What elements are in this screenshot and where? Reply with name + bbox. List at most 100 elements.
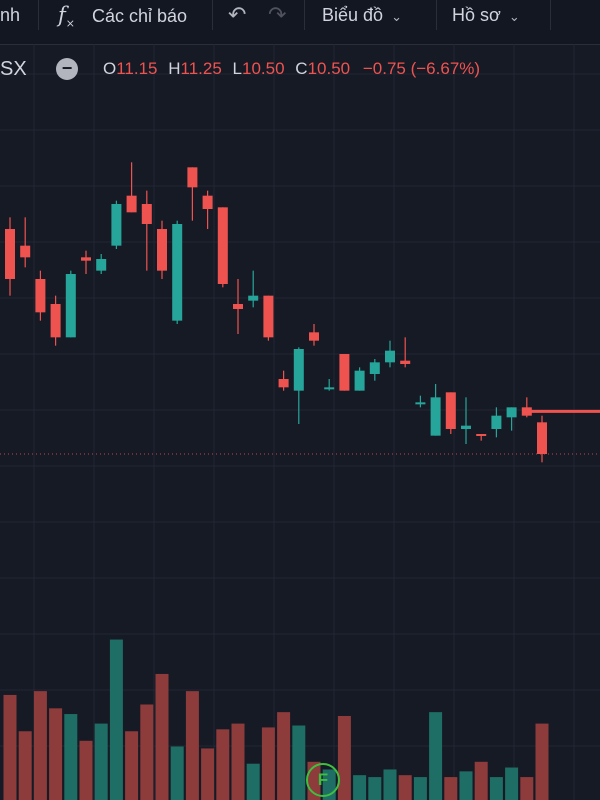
candle-body xyxy=(339,354,350,391)
candle-body xyxy=(506,407,517,418)
candle-body xyxy=(35,279,46,313)
indicators-label: Các chỉ báo xyxy=(92,6,188,26)
undo-icon[interactable]: ↶ xyxy=(228,2,247,27)
candle-body xyxy=(50,304,61,338)
candle-body xyxy=(369,362,380,374)
candle-body xyxy=(81,257,91,261)
chevron-down-icon: ⌄ xyxy=(391,9,402,24)
symbol-label[interactable]: SX xyxy=(0,58,27,80)
indicators-button[interactable]: f× Các chỉ báo xyxy=(58,0,187,30)
volume-bar xyxy=(185,691,199,800)
high-value: 11.25 xyxy=(180,59,222,78)
close-label: C xyxy=(295,59,308,78)
candle-body xyxy=(476,434,487,436)
volume-bar xyxy=(261,727,275,800)
volume-bar xyxy=(368,777,382,800)
profile-menu-label: Hồ sơ xyxy=(452,5,501,25)
toolbar-separator xyxy=(550,0,551,30)
volume-bar xyxy=(398,775,412,800)
open-label: O xyxy=(103,59,117,78)
candle-body xyxy=(430,397,441,436)
ohlc-legend: SX − O11.15 H11.25 L10.50 C10.50 −0.75 (… xyxy=(0,56,600,82)
candle-body xyxy=(202,195,213,209)
volume-bar xyxy=(489,777,503,800)
collapse-minus-icon[interactable]: − xyxy=(56,58,78,80)
candle-body xyxy=(278,379,289,388)
candle-body xyxy=(385,350,395,363)
toolbar-partial-item[interactable]: nh xyxy=(0,5,21,25)
volume-bar xyxy=(109,639,123,800)
candle-body xyxy=(65,274,76,338)
candle-body xyxy=(354,370,365,391)
candle-body xyxy=(5,229,15,279)
candle-body xyxy=(157,229,167,271)
open-value: 11.15 xyxy=(116,59,158,78)
volume-bar xyxy=(140,704,154,800)
volume-bar xyxy=(125,731,139,800)
candle-body xyxy=(217,207,228,284)
price-volume-chart[interactable] xyxy=(0,44,600,800)
volume-bar xyxy=(292,725,306,800)
low-label: L xyxy=(232,59,243,78)
toolbar-separator xyxy=(436,0,437,30)
ohlc-values: O11.15 H11.25 L10.50 C10.50 −0.75 (−6.67… xyxy=(103,56,480,82)
volume-bar xyxy=(18,731,32,800)
candle-body xyxy=(309,332,319,341)
change-value: −0.75 (−6.67%) xyxy=(362,59,481,78)
event-marker-badge[interactable]: F xyxy=(306,763,340,797)
candle-body xyxy=(233,304,243,309)
volume-bar xyxy=(353,775,367,800)
volume-bar xyxy=(3,694,17,800)
volume-bar xyxy=(246,763,260,800)
volume-bar xyxy=(170,746,184,800)
candle-body xyxy=(248,295,259,301)
volume-bar xyxy=(444,777,458,800)
candle-body xyxy=(400,360,411,364)
candle-body xyxy=(461,425,471,429)
candle-body xyxy=(141,204,152,224)
low-value: 10.50 xyxy=(242,59,285,78)
toolbar-separator xyxy=(212,0,213,30)
volume-bar xyxy=(459,771,473,800)
volume-bar xyxy=(277,712,291,800)
candle-body xyxy=(445,392,456,429)
volume-bar xyxy=(505,767,519,800)
volume-bar xyxy=(64,714,78,800)
chart-menu-label: Biểu đồ xyxy=(322,5,384,25)
candle-body xyxy=(491,415,502,429)
candle-body xyxy=(324,387,335,390)
toolbar-separator xyxy=(304,0,305,30)
function-fx-icon: f× xyxy=(58,3,75,31)
volume-bar xyxy=(535,723,549,800)
candle-body xyxy=(126,195,137,213)
chart-menu-button[interactable]: Biểu đồ ⌄ xyxy=(322,0,402,30)
candle-body xyxy=(172,224,183,321)
volume-bar xyxy=(33,691,47,800)
volume-bar xyxy=(216,729,230,800)
candle-body xyxy=(20,245,31,258)
high-label: H xyxy=(168,59,181,78)
volume-bar xyxy=(155,673,169,800)
toolbar-separator xyxy=(38,0,39,30)
volume-bar xyxy=(429,712,443,800)
volume-bar xyxy=(94,723,108,800)
redo-icon[interactable]: ↷ xyxy=(268,2,287,27)
volume-bar xyxy=(474,761,488,800)
volume-bar xyxy=(79,740,93,800)
candle-body xyxy=(187,167,198,188)
volume-bar xyxy=(201,748,215,800)
candle-body xyxy=(263,295,274,338)
profile-menu-button[interactable]: Hồ sơ ⌄ xyxy=(452,0,520,30)
candle-body xyxy=(537,422,547,454)
volume-bar xyxy=(337,715,351,800)
volume-bar xyxy=(49,708,63,800)
chevron-down-icon: ⌄ xyxy=(508,9,520,24)
candle-body xyxy=(293,349,304,391)
close-value: 10.50 xyxy=(307,59,351,78)
candle-body xyxy=(96,259,107,271)
top-toolbar: nh f× Các chỉ báo ↶ ↷ Biểu đồ ⌄ Hồ sơ ⌄ xyxy=(0,0,600,45)
volume-bar xyxy=(413,777,427,800)
candle-body xyxy=(415,402,426,405)
volume-bar xyxy=(383,769,397,800)
volume-bar xyxy=(231,723,245,800)
